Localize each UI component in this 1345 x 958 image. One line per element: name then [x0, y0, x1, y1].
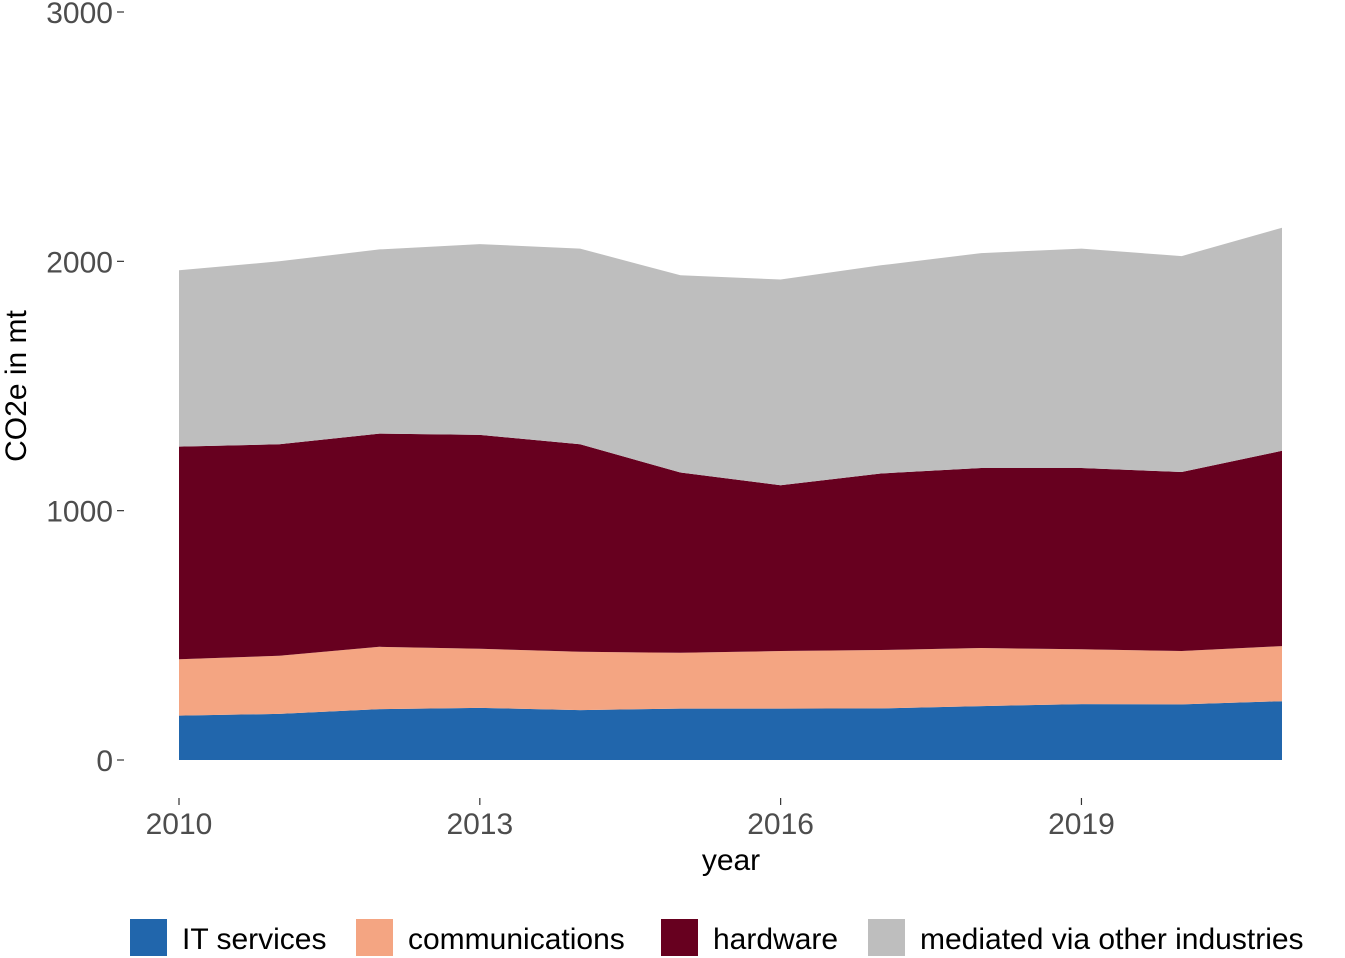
legend-item-hardware: hardware: [661, 919, 838, 956]
y-axis: 0 1000 2000 3000: [46, 0, 124, 778]
y-axis-title: CO2e in mt: [0, 309, 33, 461]
area-layers: [179, 227, 1282, 760]
area-hardware: [179, 433, 1282, 660]
legend-label: communications: [408, 923, 625, 956]
legend-label: hardware: [713, 923, 838, 956]
area-mediated-via-other-industries: [179, 227, 1282, 486]
y-tick-label: 3000: [46, 0, 113, 30]
area-communications: [179, 646, 1282, 716]
y-tick-label: 0: [96, 745, 113, 778]
x-axis-title: year: [702, 844, 760, 877]
legend: IT services communications hardware mediate…: [130, 919, 1304, 956]
legend-swatch: [356, 919, 393, 956]
legend-swatch: [661, 919, 698, 956]
legend-label: mediated via other industries: [920, 923, 1304, 956]
legend-label: IT services: [182, 923, 326, 956]
area-it-services: [179, 701, 1282, 760]
legend-swatch: [868, 919, 905, 956]
x-tick-label: 2019: [1048, 808, 1115, 841]
x-tick-label: 2010: [146, 808, 213, 841]
legend-swatch: [130, 919, 167, 956]
y-tick-label: 1000: [46, 496, 113, 529]
legend-item-it-services: IT services: [130, 919, 326, 956]
x-tick-label: 2013: [446, 808, 513, 841]
y-tick-label: 2000: [46, 246, 113, 279]
legend-item-mediated-via-other-industries: mediated via other industries: [868, 919, 1304, 956]
x-tick-label: 2016: [747, 808, 814, 841]
legend-item-communications: communications: [356, 919, 625, 956]
x-axis: 2010 2013 2016 2019: [146, 798, 1115, 841]
